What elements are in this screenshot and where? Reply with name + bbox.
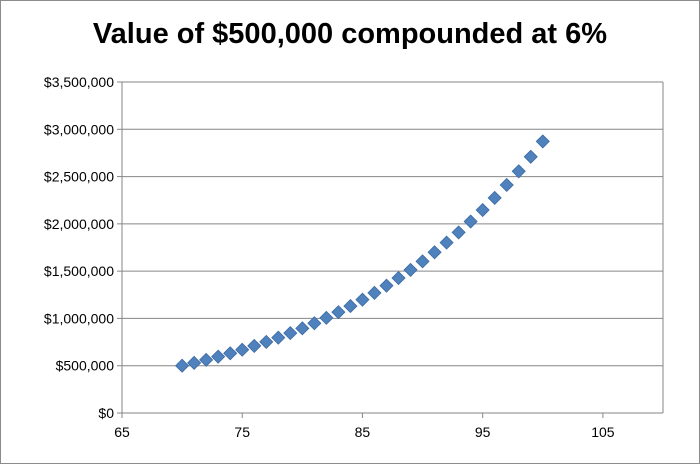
data-point	[271, 330, 286, 345]
data-point	[391, 270, 406, 286]
data-point	[223, 346, 238, 361]
data-point	[415, 254, 430, 269]
data-point	[175, 358, 190, 373]
data-point	[343, 299, 358, 314]
data-point	[211, 349, 226, 364]
data-point	[451, 225, 466, 240]
data-point	[463, 214, 478, 229]
data-point	[535, 134, 550, 149]
y-tick-label: $2,000,000	[44, 216, 114, 232]
x-tick-label: 65	[114, 424, 130, 440]
y-tick-label: $1,500,000	[44, 263, 114, 279]
data-point	[499, 177, 514, 193]
data-point	[235, 342, 250, 357]
x-tick-label: 85	[355, 424, 371, 440]
data-point	[187, 355, 202, 370]
data-point	[475, 202, 490, 218]
data-point	[367, 285, 382, 300]
data-point	[307, 316, 322, 331]
data-point	[511, 164, 526, 179]
data-point	[259, 334, 274, 349]
y-tick-label: $500,000	[56, 358, 115, 374]
data-point	[199, 352, 214, 367]
y-tick-label: $3,000,000	[44, 121, 114, 137]
y-tick-label: $1,000,000	[44, 310, 114, 326]
data-point	[487, 190, 502, 205]
data-point	[247, 338, 262, 353]
data-point	[295, 321, 310, 336]
data-point	[439, 235, 454, 250]
x-tick-label: 95	[475, 424, 491, 440]
y-tick-label: $0	[98, 405, 114, 421]
x-tick-label: 105	[591, 424, 615, 440]
y-tick-label: $3,500,000	[44, 74, 114, 90]
data-point	[403, 262, 418, 277]
data-point	[355, 292, 370, 307]
data-point	[283, 326, 298, 341]
data-point	[379, 278, 394, 293]
data-point	[427, 245, 442, 260]
chart-title: Value of $500,000 compounded at 6%	[92, 18, 608, 50]
data-point	[319, 310, 334, 325]
x-tick-label: 75	[234, 424, 250, 440]
data-point	[523, 149, 538, 164]
data-point	[331, 305, 346, 320]
y-tick-label: $2,500,000	[44, 169, 114, 185]
